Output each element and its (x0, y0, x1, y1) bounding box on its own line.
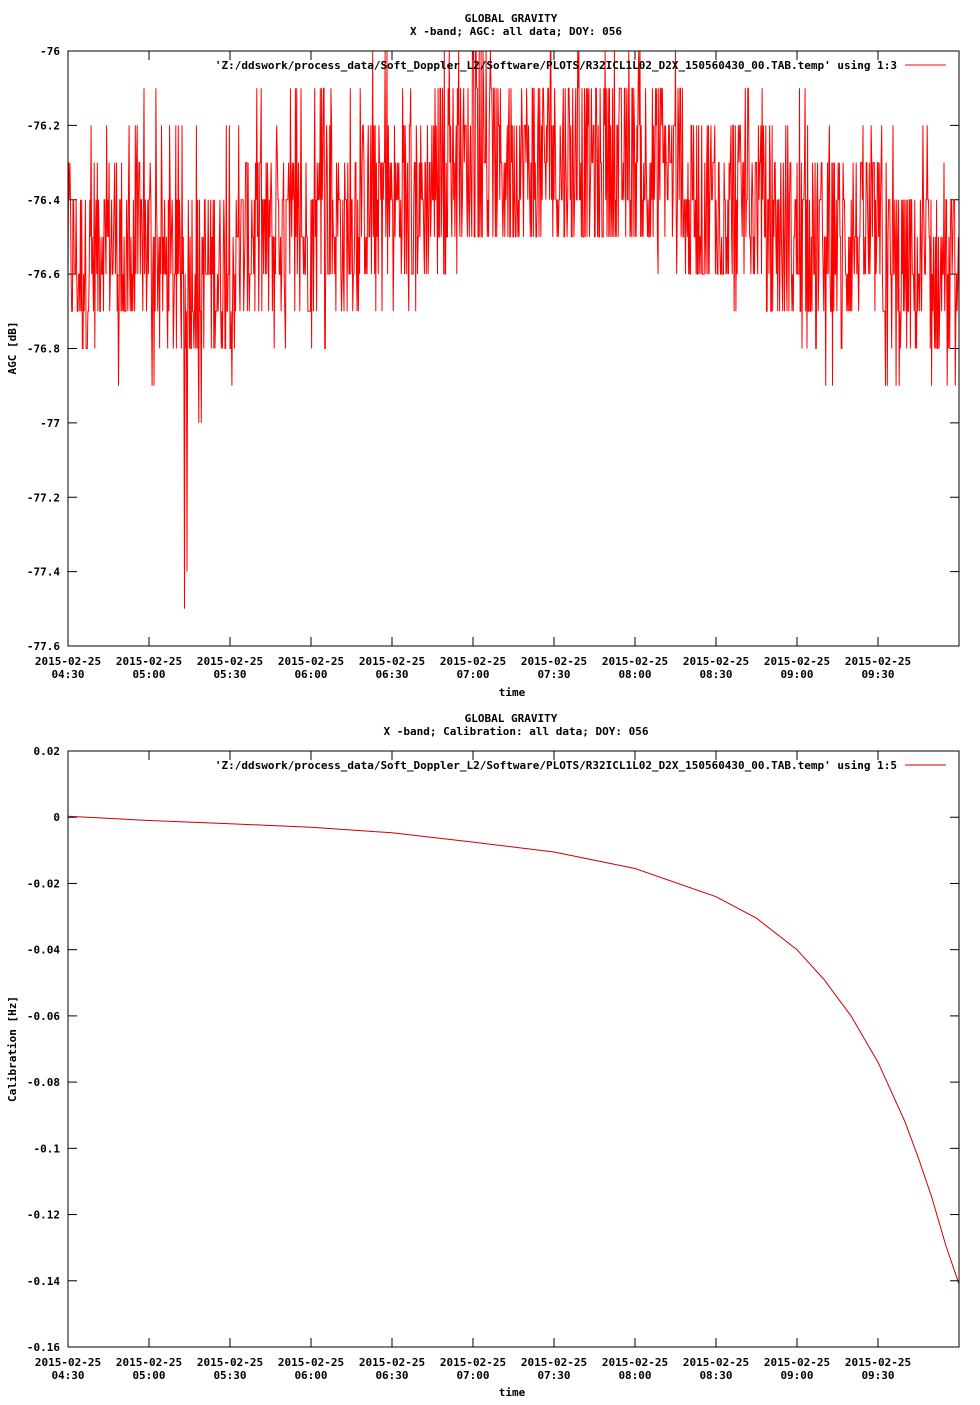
agc-series-line (67, 50, 960, 609)
calibration-x-tick-date: 2015-02-25 (521, 1356, 587, 1369)
calibration-y-tick-label: 0.02 (34, 745, 61, 758)
agc-x-tick-time: 05:00 (132, 668, 165, 681)
calibration-x-tick-time: 06:00 (294, 1369, 327, 1382)
calibration-x-tick-time: 04:30 (51, 1369, 84, 1382)
calibration-chart-subtitle: X -band; Calibration: all data; DOY: 056 (384, 725, 649, 738)
calibration-x-ticks: 2015-02-2504:302015-02-2505:002015-02-25… (35, 751, 911, 1382)
agc-x-tick-time: 07:30 (537, 668, 570, 681)
calibration-x-tick-date: 2015-02-25 (35, 1356, 101, 1369)
agc-x-tick-time: 09:00 (780, 668, 813, 681)
calibration-series-line (67, 815, 960, 1285)
calibration-x-tick-time: 05:00 (132, 1369, 165, 1382)
agc-y-tick-label: -77.6 (27, 640, 60, 653)
calibration-y-tick-label: -0.04 (27, 944, 60, 957)
calibration-x-tick-time: 07:30 (537, 1369, 570, 1382)
calibration-x-tick-time: 08:00 (618, 1369, 651, 1382)
calibration-x-tick-time: 08:30 (699, 1369, 732, 1382)
calibration-y-tick-label: -0.12 (27, 1209, 60, 1222)
calibration-y-ticks: 0.02 0 -0.02 -0.04 -0.06 -0.08 -0.1 -0.12 -0.14 -… (27, 745, 959, 1354)
agc-x-tick-time: 06:30 (375, 668, 408, 681)
agc-x-tick-date: 2015-02-25 (35, 655, 101, 668)
calibration-plot-frame (67, 750, 960, 1348)
calibration-y-tick-label: 0 (53, 811, 60, 824)
agc-y-tick-label: -77.2 (27, 491, 60, 504)
agc-x-tick-time: 05:30 (213, 668, 246, 681)
agc-x-tick-date: 2015-02-25 (683, 655, 749, 668)
agc-x-tick-date: 2015-02-25 (359, 655, 425, 668)
calibration-y-tick-label: -0.02 (27, 877, 60, 890)
agc-x-tick-time: 07:00 (456, 668, 489, 681)
agc-chart-subtitle: X -band; AGC: all data; DOY: 056 (410, 25, 622, 38)
agc-x-tick-time: 06:00 (294, 668, 327, 681)
agc-y-tick-label: -76.8 (27, 343, 60, 356)
agc-y-tick-label: -76.4 (27, 194, 60, 207)
agc-x-tick-date: 2015-02-25 (197, 655, 263, 668)
agc-y-tick-label: -76.6 (27, 268, 60, 281)
calibration-x-tick-date: 2015-02-25 (683, 1356, 749, 1369)
calibration-x-axis-label: time (499, 1386, 526, 1399)
agc-x-tick-date: 2015-02-25 (602, 655, 668, 668)
agc-x-tick-date: 2015-02-25 (845, 655, 911, 668)
agc-x-tick-date: 2015-02-25 (116, 655, 182, 668)
agc-x-ticks: 2015-02-2504:302015-02-2505:002015-02-25… (35, 51, 911, 681)
agc-x-tick-date: 2015-02-25 (764, 655, 830, 668)
calibration-x-tick-time: 07:00 (456, 1369, 489, 1382)
calibration-chart: GLOBAL GRAVITY X -band; Calibration: all… (6, 712, 960, 1399)
agc-x-tick-date: 2015-02-25 (521, 655, 587, 668)
agc-legend-label: 'Z:/ddswork/process_data/Soft_Doppler_L2… (215, 59, 897, 72)
calibration-x-tick-time: 05:30 (213, 1369, 246, 1382)
agc-y-axis-label: AGC [dB] (6, 322, 19, 375)
calibration-y-tick-label: -0.1 (34, 1142, 61, 1155)
agc-chart-title: GLOBAL GRAVITY (465, 12, 558, 25)
calibration-x-tick-date: 2015-02-25 (359, 1356, 425, 1369)
calibration-x-tick-date: 2015-02-25 (764, 1356, 830, 1369)
calibration-x-tick-date: 2015-02-25 (116, 1356, 182, 1369)
agc-y-tick-label: -77 (40, 417, 60, 430)
agc-x-tick-date: 2015-02-25 (278, 655, 344, 668)
calibration-x-tick-time: 06:30 (375, 1369, 408, 1382)
agc-x-tick-time: 08:00 (618, 668, 651, 681)
calibration-x-tick-time: 09:30 (861, 1369, 894, 1382)
agc-y-tick-label: -76 (40, 45, 60, 58)
calibration-x-tick-date: 2015-02-25 (845, 1356, 911, 1369)
agc-x-tick-date: 2015-02-25 (440, 655, 506, 668)
calibration-x-tick-date: 2015-02-25 (602, 1356, 668, 1369)
agc-x-tick-time: 08:30 (699, 668, 732, 681)
agc-plot-frame (67, 50, 960, 647)
calibration-y-axis-label: Calibration [Hz] (6, 996, 19, 1102)
agc-y-tick-label: -77.4 (27, 566, 60, 579)
agc-chart: GLOBAL GRAVITY X -band; AGC: all data; D… (6, 12, 960, 699)
calibration-x-tick-date: 2015-02-25 (278, 1356, 344, 1369)
calibration-y-tick-label: -0.14 (27, 1275, 60, 1288)
agc-x-tick-time: 04:30 (51, 668, 84, 681)
calibration-x-tick-date: 2015-02-25 (197, 1356, 263, 1369)
agc-plot-area (67, 50, 960, 609)
calibration-y-tick-label: -0.16 (27, 1341, 60, 1354)
calibration-x-tick-date: 2015-02-25 (440, 1356, 506, 1369)
calibration-legend-label: 'Z:/ddswork/process_data/Soft_Doppler_L2… (215, 759, 897, 772)
agc-x-axis-label: time (499, 686, 526, 699)
calibration-y-tick-label: -0.08 (27, 1076, 60, 1089)
agc-y-tick-label: -76.2 (27, 119, 60, 132)
agc-x-tick-time: 09:30 (861, 668, 894, 681)
calibration-y-tick-label: -0.06 (27, 1010, 60, 1023)
calibration-x-tick-time: 09:00 (780, 1369, 813, 1382)
calibration-chart-title: GLOBAL GRAVITY (465, 712, 558, 725)
calibration-plot-area (67, 815, 960, 1285)
